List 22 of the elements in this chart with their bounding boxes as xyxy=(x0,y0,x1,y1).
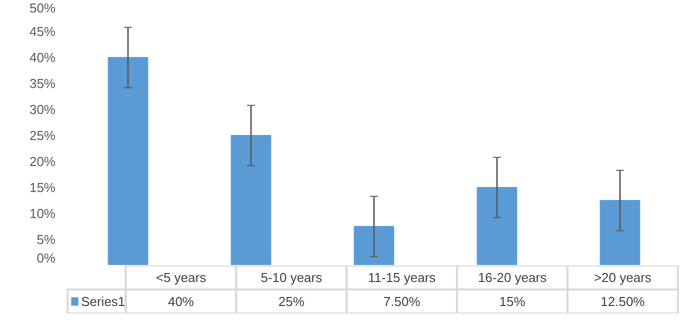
y-tick-label: 25% xyxy=(29,128,56,143)
x-tick-label: 11-15 years xyxy=(368,270,436,285)
data-label: 12.50% xyxy=(600,294,646,309)
data-label: 25% xyxy=(278,294,305,309)
y-tick-label: 15% xyxy=(29,180,56,195)
legend-label: Series1 xyxy=(81,294,126,309)
x-tick-label: 16-20 years xyxy=(478,270,548,285)
data-label: 40% xyxy=(168,294,194,309)
y-tick-label: 30% xyxy=(29,102,56,117)
y-tick-label: 20% xyxy=(29,154,56,169)
data-label: 15% xyxy=(499,294,526,309)
x-tick-label: >20 years xyxy=(594,270,652,285)
data-label: 7.50% xyxy=(383,294,421,309)
y-tick-label: 35% xyxy=(29,76,56,91)
y-tick-label: 45% xyxy=(29,24,56,39)
x-tick-label: <5 years xyxy=(156,270,207,285)
x-tick-label: 5-10 years xyxy=(260,270,323,285)
y-tick-label: 50% xyxy=(29,0,56,16)
y-tick-label: 10% xyxy=(29,206,56,221)
y-tick-label: 40% xyxy=(29,50,56,65)
y-tick-label: 5% xyxy=(36,232,56,247)
y-tick-label: 0% xyxy=(36,250,56,266)
